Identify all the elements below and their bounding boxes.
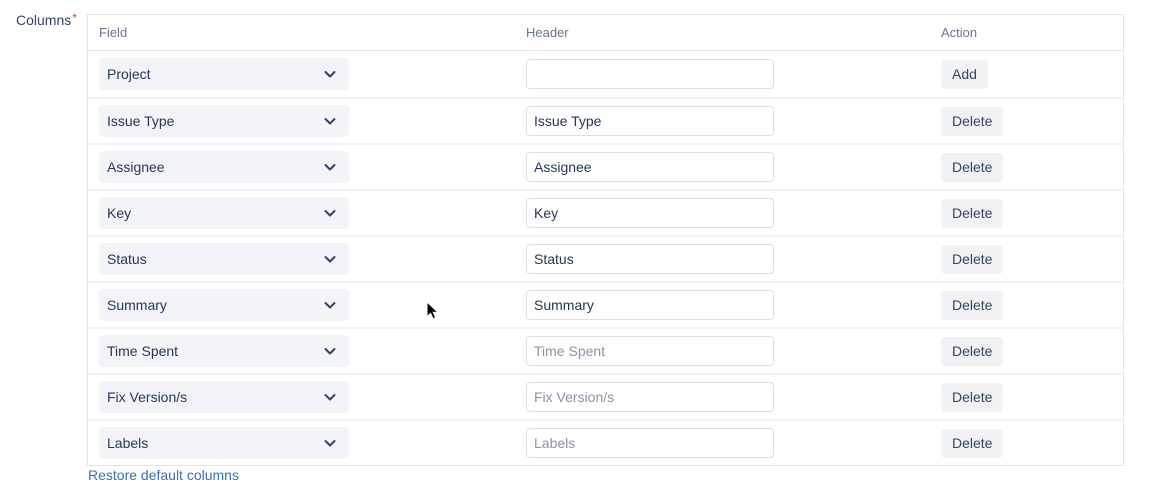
field-cell: Status bbox=[88, 243, 515, 275]
field-select-value: Issue Type bbox=[107, 113, 175, 129]
field-cell: Labels bbox=[88, 427, 515, 459]
field-cell: Fix Version/s bbox=[88, 381, 515, 413]
table-row: Project Add bbox=[88, 51, 1123, 97]
field-cell: Key bbox=[88, 197, 515, 229]
action-cell: Delete bbox=[930, 244, 1123, 274]
delete-button[interactable]: Delete bbox=[941, 290, 1004, 320]
chevron-down-icon bbox=[324, 118, 336, 125]
delete-button[interactable]: Delete bbox=[941, 198, 1004, 228]
table-row: Summary Delete bbox=[88, 281, 1123, 327]
columns-table: Field Header Action Project Add Issue Ty… bbox=[87, 14, 1124, 466]
chevron-down-icon bbox=[324, 394, 336, 401]
field-cell: Time Spent bbox=[88, 335, 515, 367]
header-cell bbox=[515, 244, 930, 274]
chevron-down-icon bbox=[324, 71, 336, 78]
header-cell bbox=[515, 428, 930, 458]
action-cell: Delete bbox=[930, 382, 1123, 412]
chevron-down-icon bbox=[324, 164, 336, 171]
field-cell: Assignee bbox=[88, 151, 515, 183]
action-cell: Delete bbox=[930, 106, 1123, 136]
chevron-down-icon bbox=[324, 348, 336, 355]
chevron-down-icon bbox=[324, 302, 336, 309]
columns-label-text: Columns bbox=[16, 12, 72, 28]
action-cell: Delete bbox=[930, 428, 1123, 458]
table-row: Time Spent Delete bbox=[88, 327, 1123, 373]
header-input[interactable] bbox=[526, 59, 774, 89]
field-select[interactable]: Labels bbox=[99, 427, 349, 459]
chevron-down-icon bbox=[324, 256, 336, 263]
table-row: Issue Type Delete bbox=[88, 97, 1123, 143]
header-cell bbox=[515, 152, 930, 182]
header-cell bbox=[515, 290, 930, 320]
action-cell: Delete bbox=[930, 336, 1123, 366]
field-cell: Summary bbox=[88, 289, 515, 321]
chevron-down-icon bbox=[324, 210, 336, 217]
table-row: Key Delete bbox=[88, 189, 1123, 235]
header-input[interactable] bbox=[526, 244, 774, 274]
header-input[interactable] bbox=[526, 152, 774, 182]
header-cell bbox=[515, 382, 930, 412]
delete-button[interactable]: Delete bbox=[941, 152, 1004, 182]
field-select-value: Assignee bbox=[107, 159, 165, 175]
add-button[interactable]: Add bbox=[941, 59, 988, 89]
restore-default-columns-link[interactable]: Restore default columns bbox=[88, 467, 239, 483]
field-select-value: Labels bbox=[107, 435, 149, 451]
header-input[interactable] bbox=[526, 290, 774, 320]
table-row: Assignee Delete bbox=[88, 143, 1123, 189]
column-header-field: Field bbox=[99, 25, 128, 40]
column-header-header: Header bbox=[526, 25, 569, 40]
field-select[interactable]: Issue Type bbox=[99, 105, 349, 137]
field-select[interactable]: Fix Version/s bbox=[99, 381, 349, 413]
action-cell: Delete bbox=[930, 152, 1123, 182]
field-cell: Issue Type bbox=[88, 105, 515, 137]
table-header-row: Field Header Action bbox=[88, 15, 1123, 51]
header-input[interactable] bbox=[526, 336, 774, 366]
field-cell: Project bbox=[88, 58, 515, 90]
action-cell: Delete bbox=[930, 290, 1123, 320]
delete-button[interactable]: Delete bbox=[941, 106, 1004, 136]
field-select-value: Status bbox=[107, 251, 147, 267]
field-select[interactable]: Status bbox=[99, 243, 349, 275]
header-cell bbox=[515, 198, 930, 228]
header-cell bbox=[515, 336, 930, 366]
action-cell: Delete bbox=[930, 198, 1123, 228]
delete-button[interactable]: Delete bbox=[941, 428, 1004, 458]
header-input[interactable] bbox=[526, 382, 774, 412]
action-cell: Add bbox=[930, 59, 1123, 89]
field-select-value: Project bbox=[107, 66, 151, 82]
field-select[interactable]: Project bbox=[99, 58, 349, 90]
table-body: Project Add Issue Type Delete bbox=[88, 51, 1123, 465]
header-cell bbox=[515, 106, 930, 136]
delete-button[interactable]: Delete bbox=[941, 336, 1004, 366]
field-select[interactable]: Key bbox=[99, 197, 349, 229]
field-select-value: Summary bbox=[107, 297, 167, 313]
table-row: Labels Delete bbox=[88, 419, 1123, 465]
table-row: Status Delete bbox=[88, 235, 1123, 281]
table-row: Fix Version/s Delete bbox=[88, 373, 1123, 419]
columns-label: Columns* bbox=[16, 12, 77, 28]
chevron-down-icon bbox=[324, 440, 336, 447]
field-select[interactable]: Summary bbox=[99, 289, 349, 321]
field-select-value: Time Spent bbox=[107, 343, 179, 359]
required-asterisk: * bbox=[72, 11, 77, 25]
column-header-action: Action bbox=[941, 25, 978, 40]
header-cell bbox=[515, 59, 930, 89]
field-select[interactable]: Assignee bbox=[99, 151, 349, 183]
field-select-value: Fix Version/s bbox=[107, 389, 188, 405]
field-select-value: Key bbox=[107, 205, 132, 221]
header-input[interactable] bbox=[526, 198, 774, 228]
header-input[interactable] bbox=[526, 106, 774, 136]
header-input[interactable] bbox=[526, 428, 774, 458]
field-select[interactable]: Time Spent bbox=[99, 335, 349, 367]
delete-button[interactable]: Delete bbox=[941, 244, 1004, 274]
delete-button[interactable]: Delete bbox=[941, 382, 1004, 412]
